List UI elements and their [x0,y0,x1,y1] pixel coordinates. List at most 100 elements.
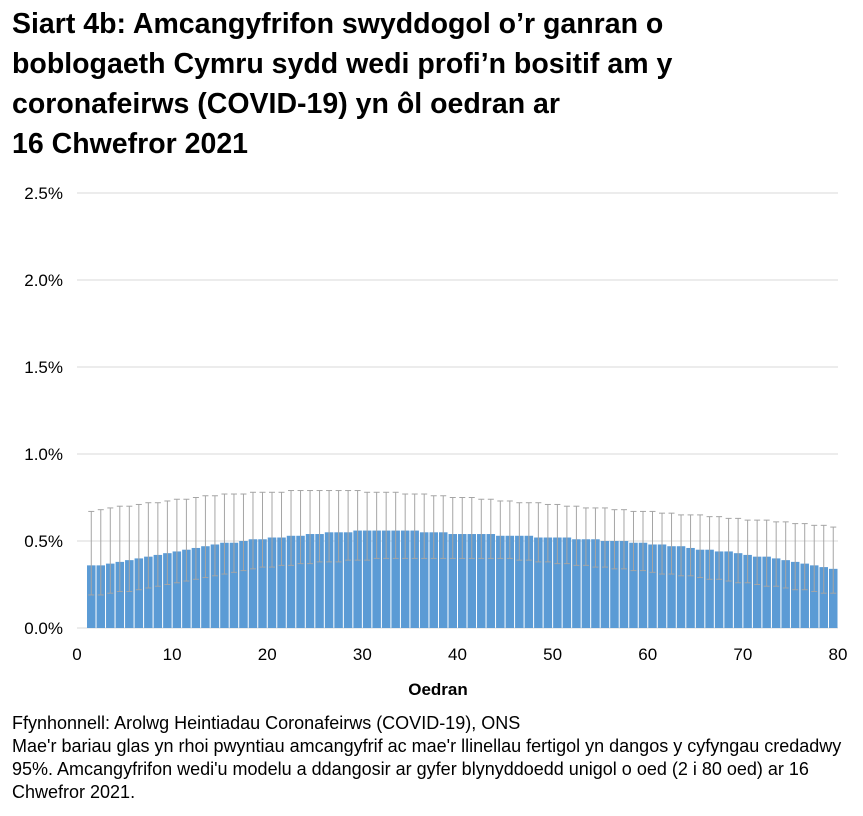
bar [362,530,372,628]
bar [353,530,362,628]
error-bar [345,490,352,561]
error-bar [592,507,599,568]
error-bar [687,514,694,577]
error-bar [278,491,285,566]
y-tick-label: 2.0% [24,271,63,290]
error-bar [173,498,180,584]
bar [125,560,134,628]
bar [676,546,686,628]
x-axis-label: Oedran [408,680,468,699]
error-bar [307,490,314,565]
title-line: Siart 4b: Amcangyfrifon swyddogol o’r ga… [12,8,664,40]
bar [638,542,648,628]
bar [762,556,771,628]
bar [562,537,572,628]
error-bar [697,514,704,579]
error-bar [735,517,742,584]
bar [572,539,581,628]
error-bar [611,509,618,570]
bar [790,561,800,628]
bar [714,551,724,628]
error-bar [402,493,409,559]
error-bar [383,491,390,559]
bar [534,537,543,628]
bar [629,542,638,628]
bar [543,537,553,628]
error-bar [240,493,247,572]
error-bar [601,507,608,568]
error-bar [582,507,589,566]
bar [505,535,515,628]
bar [600,541,610,628]
error-bar [364,491,371,561]
bar [733,553,743,628]
chart-title: Siart 4b: Amcangyfrifon swyddogol o’r ga… [12,4,852,164]
error-bar [430,495,437,559]
bar [496,535,505,628]
error-bar [135,503,142,591]
error-bar [639,510,646,572]
bar [524,535,534,628]
bar [695,549,705,628]
bar [296,535,305,628]
error-bar [145,502,152,589]
error-bar [249,491,256,570]
bar [163,553,172,628]
bar [467,534,477,628]
error-bar [154,502,161,587]
error-bar [107,507,114,594]
error-bar [164,500,171,585]
error-bar [620,509,627,570]
bar [305,534,315,628]
y-tick-label: 0.0% [24,619,63,638]
error-bar [792,523,799,591]
bar [809,565,819,628]
bar [448,534,457,628]
bar [657,544,667,628]
error-bar [649,510,656,573]
bar [515,535,524,628]
error-bar [459,497,466,559]
title-line: 16 Chwefror 2021 [12,128,249,160]
bar [201,546,210,628]
bar [286,535,296,628]
bar [610,541,619,628]
error-bar [725,517,732,582]
bar [819,567,828,628]
bar [705,549,714,628]
bar [648,544,657,628]
error-bar [801,523,808,591]
error-bar [630,510,637,572]
error-bar [421,493,428,559]
error-bar [440,495,447,559]
x-tick-label: 50 [543,645,562,664]
error-bar [830,526,837,594]
error-bar [525,502,532,561]
title-line: coronafeirws (COVID-19) yn ôl oedran ar [12,88,560,120]
bar [477,534,486,628]
error-bar [811,524,818,592]
error-bar [535,502,542,563]
error-bar [88,510,95,596]
bar [144,556,153,628]
bar [87,565,96,628]
error-bar [763,519,770,587]
bar [667,546,676,628]
error-bar [497,500,504,559]
error-bar [202,495,209,579]
bar [686,547,695,628]
error-bar [211,495,218,577]
bar [96,565,106,628]
bar [410,530,419,628]
error-bar [563,505,570,565]
error-bar [659,512,666,575]
bar [553,537,562,628]
error-bar [297,490,304,565]
error-bar [744,519,751,584]
bar [800,563,809,628]
bar [172,551,182,628]
error-bar [449,497,456,559]
error-bar [487,498,494,559]
bar [419,532,429,628]
error-bar [354,490,361,561]
